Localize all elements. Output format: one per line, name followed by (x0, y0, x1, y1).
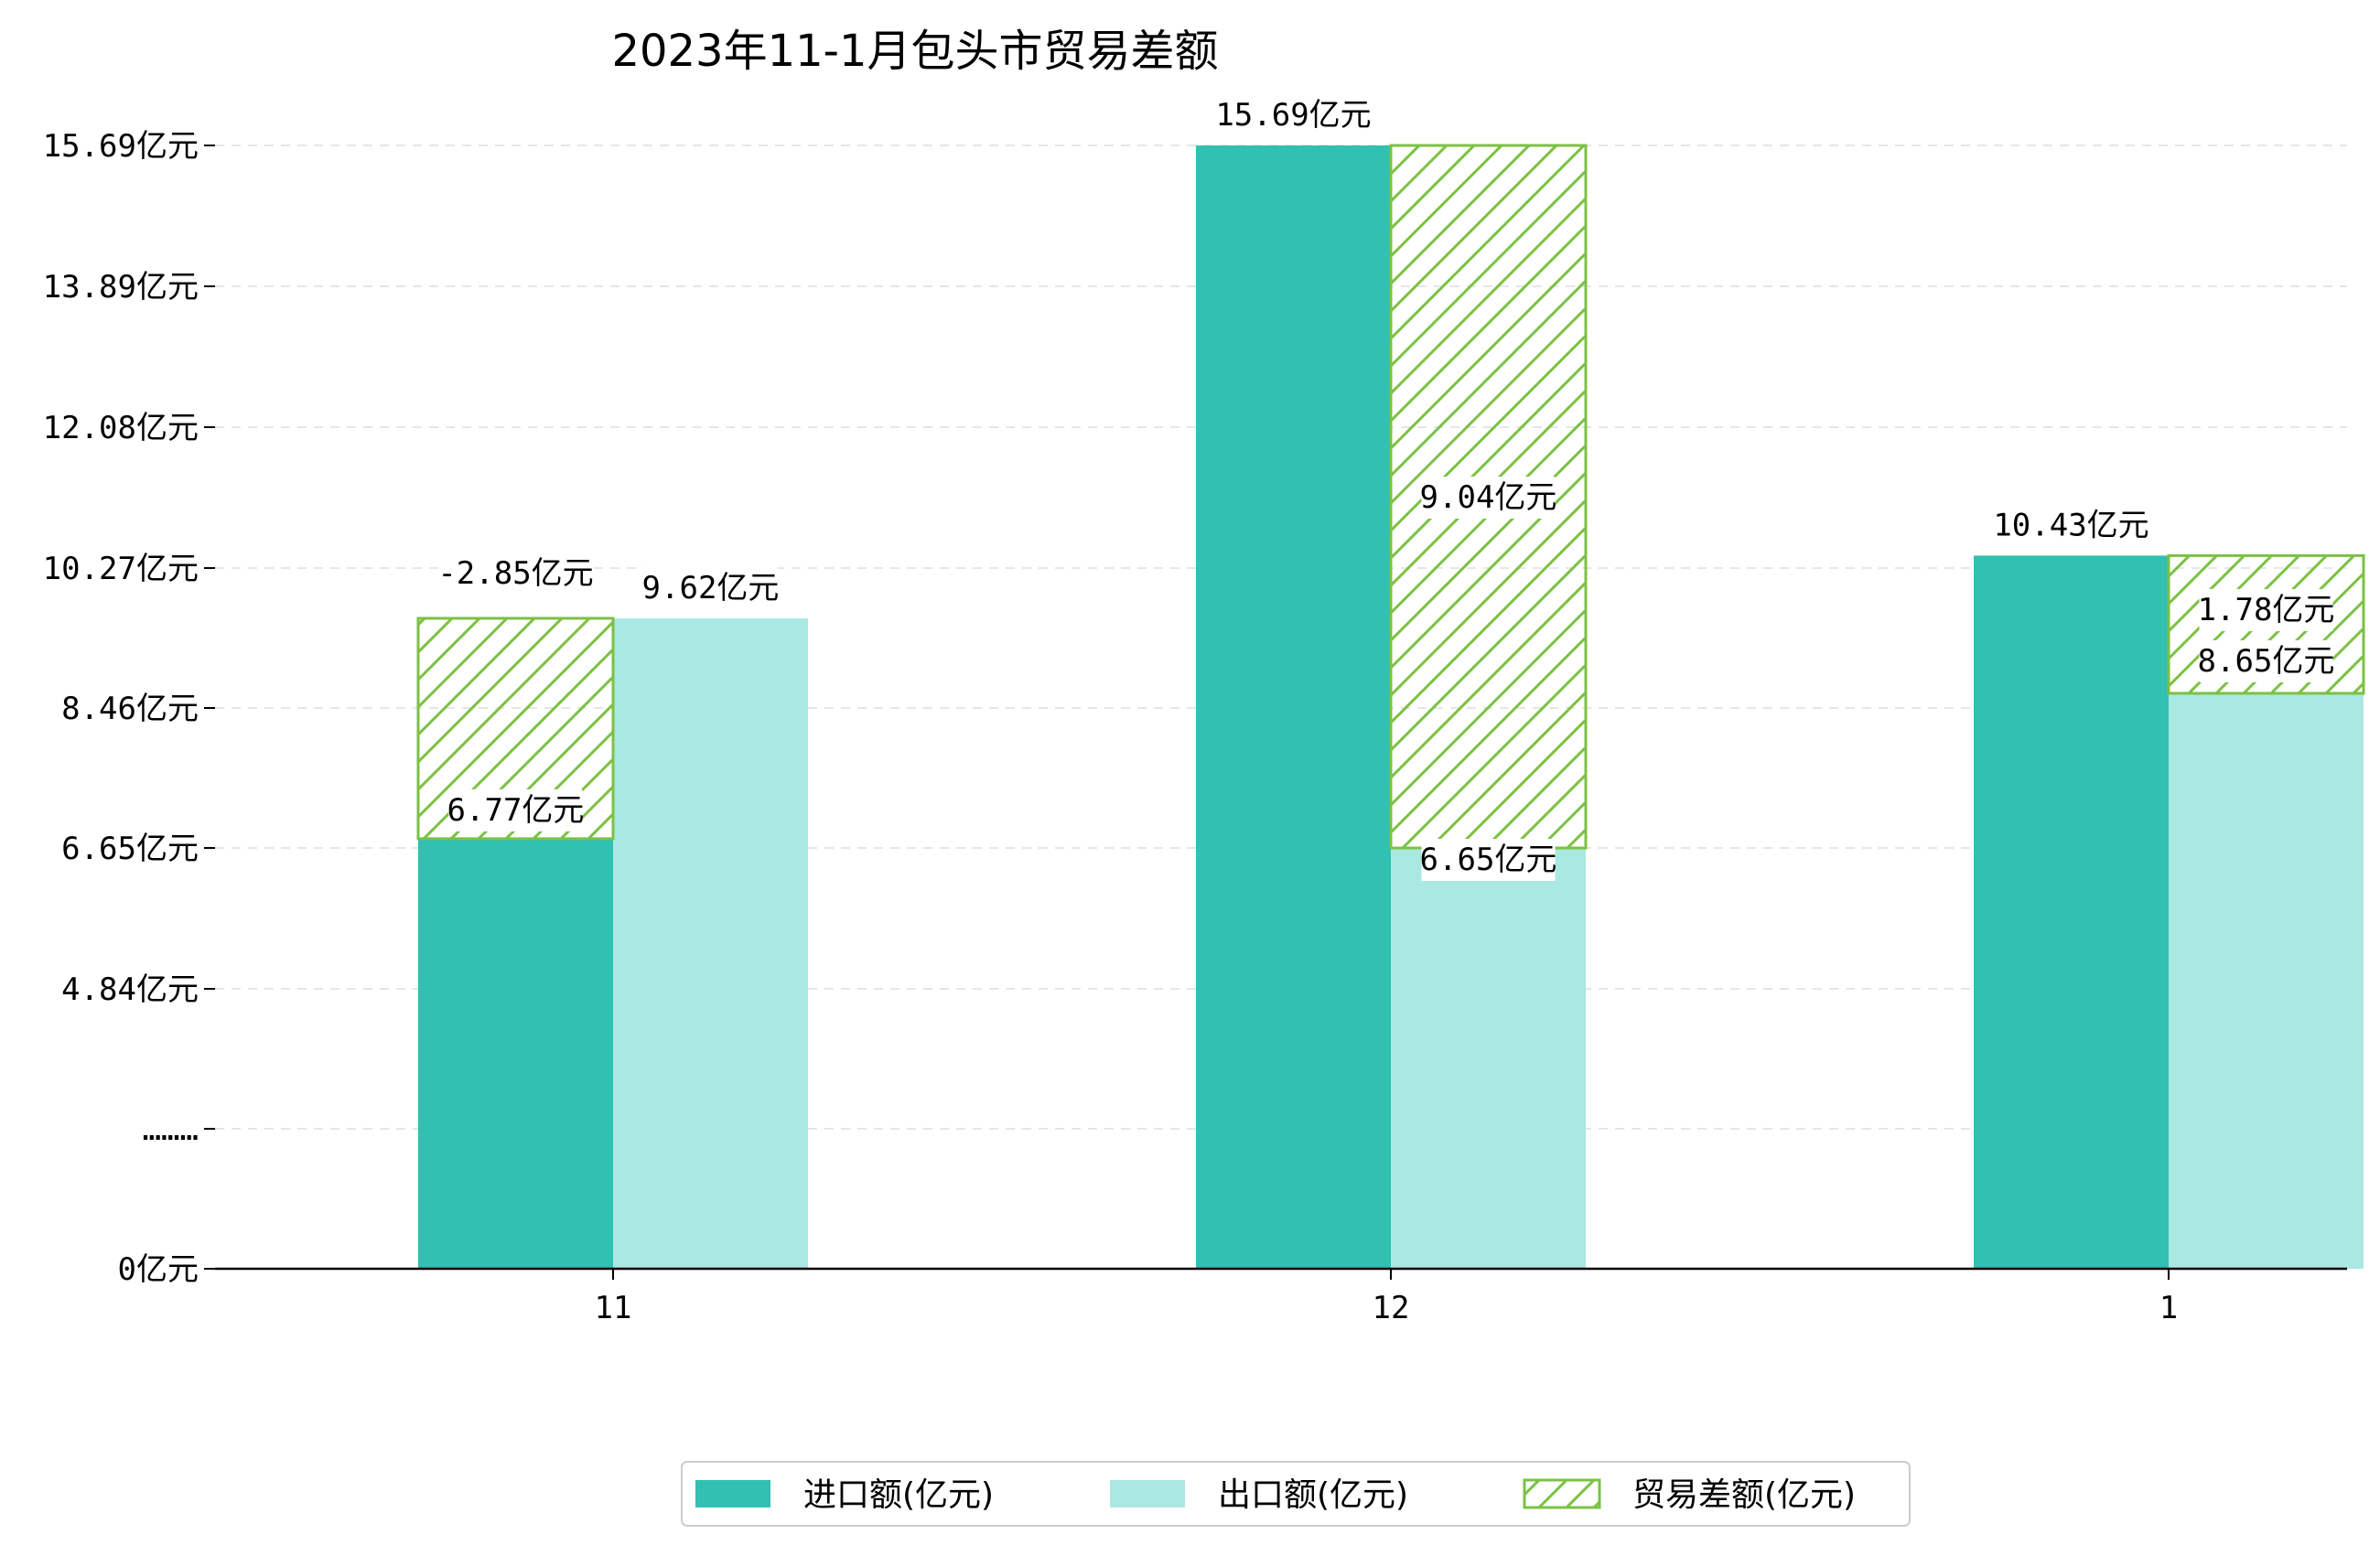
data-label-balance: 9.04亿元 (1420, 479, 1557, 516)
bar-import (418, 838, 613, 1269)
legend-item-import: 进口额(亿元) (695, 1476, 994, 1514)
x-tick-label: 11 (595, 1290, 632, 1326)
x-tick-label: 12 (1373, 1290, 1410, 1326)
y-tick-label: 10.27亿元 (43, 551, 199, 587)
bar-export (1391, 848, 1586, 1269)
legend-label: 贸易差额(亿元) (1632, 1476, 1856, 1514)
x-tick-label: 1 (2159, 1290, 2178, 1326)
data-label-bg (1421, 839, 1556, 881)
legend-item-balance: 贸易差额(亿元) (1523, 1476, 1856, 1514)
bar-export (2169, 692, 2364, 1269)
data-label-bg (2199, 588, 2333, 631)
data-label-export: 6.65亿元 (1420, 842, 1557, 878)
chart-title: 2023年11-1月包头市贸易差额 (611, 26, 1218, 77)
data-label-bg (643, 566, 778, 609)
y-tick-label: 12.08亿元 (43, 410, 199, 446)
y-tick-label: 8.46亿元 (61, 691, 199, 727)
data-label-import: 6.77亿元 (447, 792, 585, 829)
y-tick-label: ……… (143, 1111, 199, 1148)
y-tick-label: 13.89亿元 (43, 269, 199, 306)
data-label-balance: 1.78亿元 (2198, 592, 2335, 628)
data-label-import: 15.69亿元 (1215, 97, 1371, 134)
data-label-import: 10.43亿元 (1993, 507, 2148, 543)
data-label-bg (1217, 94, 1370, 136)
legend-swatch (695, 1480, 770, 1507)
data-label-bg (2199, 639, 2333, 682)
data-label-export: 9.62亿元 (642, 570, 780, 606)
legend-box (681, 1461, 1911, 1527)
legend-label: 出口额(亿元) (1218, 1476, 1408, 1514)
axis-layer: 0亿元 ……… 4.84亿元 6.65亿元 8.46亿元 10.27亿元 12.08亿元 13… (43, 128, 2347, 1326)
data-label-bg (439, 552, 592, 595)
data-label-export: 8.65亿元 (2198, 643, 2335, 680)
data-label-balance: -2.85亿元 (437, 555, 593, 592)
y-tick-label: 0亿元 (118, 1251, 199, 1288)
legend-swatch (1523, 1478, 1601, 1509)
data-label-bg (1421, 477, 1556, 519)
data-label-bg (448, 789, 583, 832)
label-layer: 6.77亿元 9.62亿元 -2.85亿元 15.69亿元 6.65亿元 9.04亿元 10… (437, 94, 2334, 881)
y-tick-label: 15.69亿元 (43, 128, 199, 165)
legend: 进口额(亿元) 出口额(亿元) 贸易差额(亿元) (681, 1461, 1911, 1527)
legend-item-export: 出口额(亿元) (1110, 1476, 1408, 1514)
bar-layer (416, 144, 2365, 1269)
data-label-bg (1995, 504, 2148, 547)
legend-swatch (1110, 1480, 1185, 1507)
y-tick-label: 4.84亿元 (61, 971, 199, 1008)
legend-label: 进口额(亿元) (803, 1476, 994, 1514)
bar-import (1974, 555, 2169, 1269)
bar-import (1196, 145, 1391, 1269)
bar-export (613, 617, 808, 1269)
y-tick-label: 6.65亿元 (61, 831, 199, 867)
